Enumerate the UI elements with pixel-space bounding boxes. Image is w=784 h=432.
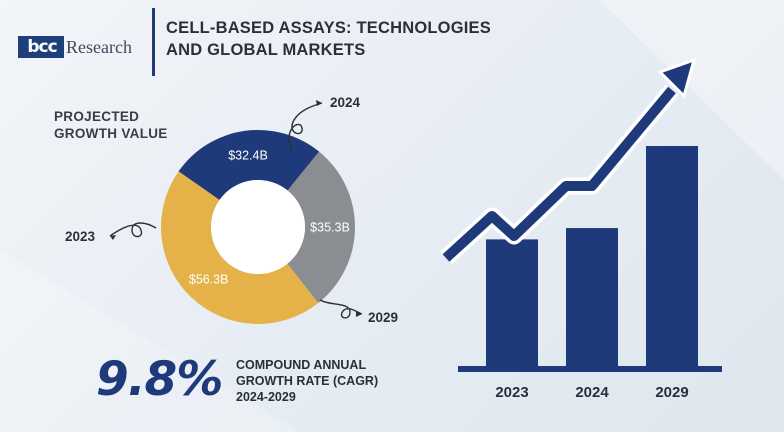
bars	[486, 146, 698, 366]
curl-arrow-2023	[109, 222, 157, 238]
curl-arrow-2024	[288, 102, 323, 151]
donut-hole	[211, 180, 305, 274]
projected-growth-line-1: PROJECTED	[54, 109, 140, 124]
curl-arrowhead-2023	[110, 235, 116, 240]
cagr-value: 9.8%	[96, 352, 223, 407]
trend-arrow-line	[442, 86, 676, 262]
donut-slice-2024	[287, 151, 355, 303]
title-line-1: CELL-BASED ASSAYS: TECHNOLOGIES	[166, 19, 491, 37]
bar-chart-baseline	[458, 366, 722, 372]
title-divider	[152, 8, 155, 76]
donut-year-label-2029: 2029	[368, 310, 398, 325]
cagr-line-1: COMPOUND ANNUAL	[236, 358, 367, 372]
donut-slice-2023	[178, 130, 320, 201]
bar-axis-label-2024: 2024	[575, 384, 609, 401]
bar-2029	[646, 146, 698, 366]
projected-growth-label: PROJECTED GROWTH VALUE	[54, 108, 168, 142]
title-line-2: AND GLOBAL MARKETS	[166, 41, 366, 59]
projected-growth-line-2: GROWTH VALUE	[54, 126, 168, 141]
cagr-description: COMPOUND ANNUAL GROWTH RATE (CAGR) 2024-…	[236, 357, 378, 405]
bar-axis-label-2023: 2023	[495, 384, 528, 401]
logo-research-text: Research	[66, 37, 132, 57]
page-title: CELL-BASED ASSAYS: TECHNOLOGIES AND GLOB…	[166, 17, 506, 61]
donut-slice-2029	[161, 171, 319, 324]
donut-year-label-2024: 2024	[330, 95, 361, 110]
curl-arrowhead-2024	[316, 100, 322, 106]
bar-2023	[486, 239, 538, 366]
curl-arrowhead-2029	[356, 311, 362, 317]
bar-2024	[566, 228, 618, 366]
donut-data-label-2023: $32.4B	[228, 149, 268, 163]
donut-data-label-2024: $35.3B	[310, 220, 350, 234]
donut-data-label-2029: $56.3B	[189, 272, 229, 286]
donut-slices	[161, 130, 355, 324]
trend-arrowhead	[657, 57, 697, 99]
donut-year-label-2023: 2023	[65, 229, 96, 244]
bar-axis-label-2029: 2029	[655, 384, 688, 401]
donut-labels: $32.4B $35.3B $56.3B	[189, 149, 350, 287]
cagr-line-2: GROWTH RATE (CAGR)	[236, 374, 379, 388]
bar-axis-labels: 2023 2024 2029	[495, 384, 688, 401]
logo-box	[18, 36, 64, 58]
bcc-research-logo: bcc Research	[18, 26, 136, 66]
logo-bcc-text: bcc	[27, 37, 57, 57]
cagr-line-3: 2024-2029	[236, 390, 296, 404]
curl-arrow-2029	[319, 299, 363, 319]
